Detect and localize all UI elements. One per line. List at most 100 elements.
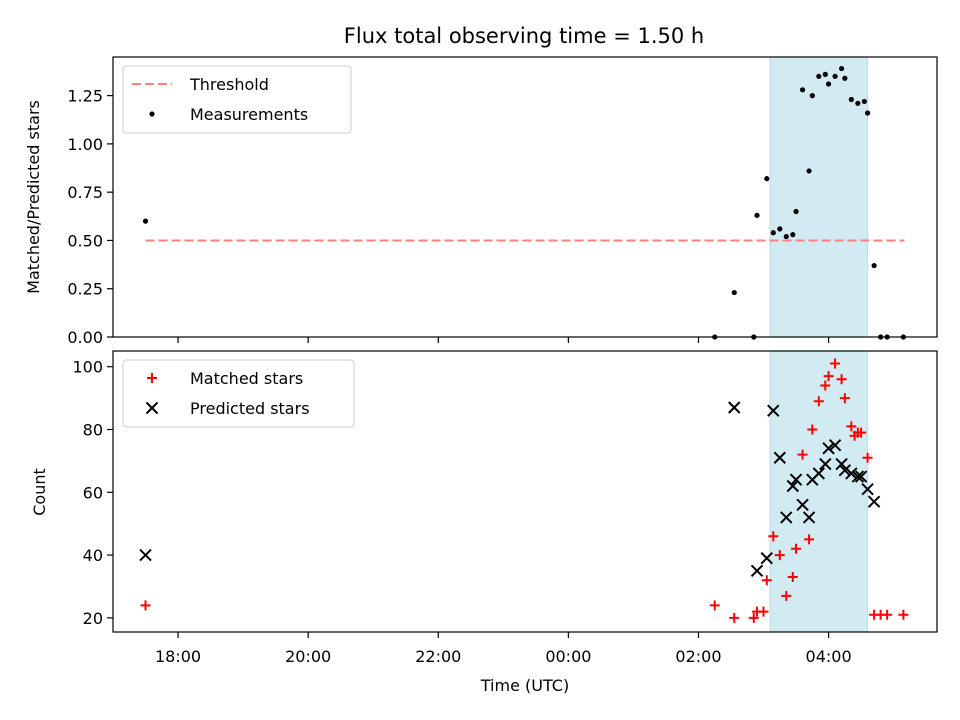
data-point xyxy=(838,464,852,477)
legend-box xyxy=(122,359,355,428)
top-panel: 0.00 0.25 0.50 0.75 1.00 1.25 Matched/Predict… xyxy=(24,56,938,347)
data-point xyxy=(758,606,769,617)
data-point xyxy=(816,73,822,79)
data-point xyxy=(809,93,815,99)
top-axes-frame xyxy=(112,56,938,338)
x-tick-label: 18:00 xyxy=(155,647,201,666)
data-point xyxy=(797,449,808,460)
data-point xyxy=(846,421,857,432)
legend-box xyxy=(122,65,352,134)
data-point xyxy=(823,371,834,382)
y-tick-label: 0.00 xyxy=(67,328,103,347)
bottom-observing-window-shade xyxy=(769,350,869,633)
data-point xyxy=(802,511,816,524)
y-tick-label: 40 xyxy=(83,546,103,565)
y-tick-label: 0.50 xyxy=(67,231,103,250)
data-point xyxy=(773,451,786,464)
x-tick-label: 04:00 xyxy=(806,647,852,666)
data-point xyxy=(856,427,867,438)
data-point xyxy=(142,218,149,224)
data-point xyxy=(828,438,842,452)
data-point xyxy=(842,75,848,81)
data-point xyxy=(780,511,793,524)
y-tick-label: 0.25 xyxy=(67,280,103,299)
data-point xyxy=(783,233,789,240)
data-point xyxy=(760,552,773,565)
data-point xyxy=(836,374,847,385)
legend-label: Matched stars xyxy=(190,369,303,388)
x-tick-label: 22:00 xyxy=(415,647,461,666)
data-point xyxy=(861,482,874,496)
data-point xyxy=(731,289,737,296)
data-point xyxy=(848,96,854,103)
data-point xyxy=(839,393,850,404)
data-point xyxy=(768,531,779,542)
data-point xyxy=(796,498,809,512)
matched-stars-series xyxy=(140,358,909,623)
data-point xyxy=(822,71,828,77)
data-point xyxy=(764,176,770,182)
data-point xyxy=(139,548,152,562)
data-point xyxy=(867,495,881,508)
y-tick-label: 1.00 xyxy=(67,135,103,154)
data-point xyxy=(882,609,893,620)
legend-marker-swatch xyxy=(149,111,155,117)
data-point xyxy=(813,396,824,407)
data-point xyxy=(777,226,783,232)
data-point xyxy=(825,81,832,87)
data-point xyxy=(854,470,868,483)
data-point xyxy=(728,401,741,414)
data-point xyxy=(835,457,848,471)
y-tick-label: 0.75 xyxy=(67,183,103,202)
data-point xyxy=(793,208,799,215)
data-point xyxy=(748,612,759,623)
legend-label: Threshold xyxy=(189,75,269,94)
data-point xyxy=(830,358,841,369)
top-y-axis-label: Matched/Predicted stars xyxy=(24,100,43,294)
data-point xyxy=(862,452,873,463)
data-point xyxy=(789,473,803,486)
chart-title: Flux total observing time = 1.50 h xyxy=(344,24,704,48)
data-point xyxy=(770,230,776,236)
y-tick-label: 20 xyxy=(83,609,103,628)
data-point xyxy=(871,262,877,269)
predicted-stars-series xyxy=(139,401,881,577)
x-tick-label: 20:00 xyxy=(285,647,331,666)
top-x-ticks xyxy=(177,337,830,343)
top-legend: Threshold Measurements xyxy=(122,65,352,134)
data-point xyxy=(709,600,720,611)
bottom-y-axis: 20 40 60 80 100 xyxy=(72,358,113,628)
legend-label: Measurements xyxy=(190,105,308,124)
top-observing-window-shade xyxy=(769,56,869,338)
data-point xyxy=(865,110,871,116)
data-point xyxy=(729,612,740,623)
data-point xyxy=(820,380,831,391)
data-point xyxy=(781,590,792,601)
data-point xyxy=(851,470,865,483)
data-point xyxy=(819,457,832,471)
data-point xyxy=(140,600,151,611)
x-tick-label: 02:00 xyxy=(675,647,721,666)
legend-label: Predicted stars xyxy=(190,399,310,418)
data-point xyxy=(774,550,785,561)
bottom-legend: Matched stars Predicted stars xyxy=(122,359,355,428)
x-axis-label: Time (UTC) xyxy=(480,676,569,695)
top-y-axis: 0.00 0.25 0.50 0.75 1.00 1.25 xyxy=(67,87,113,347)
data-point xyxy=(861,98,867,105)
data-point xyxy=(790,232,796,238)
y-tick-label: 60 xyxy=(83,483,103,502)
data-point xyxy=(822,442,835,455)
bottom-y-axis-label: Count xyxy=(30,468,49,516)
data-point xyxy=(787,572,798,583)
y-tick-label: 1.25 xyxy=(67,87,103,106)
data-point xyxy=(761,575,772,586)
data-point xyxy=(799,87,806,93)
data-point xyxy=(750,564,764,577)
legend-marker-swatch xyxy=(147,373,157,383)
data-point xyxy=(812,467,826,480)
data-point xyxy=(754,212,760,218)
data-point xyxy=(807,424,818,435)
legend-marker-swatch xyxy=(145,401,159,415)
bottom-panel: 20 40 60 80 100 18:00 20:00 22:00 00:00 02:00 04:… xyxy=(30,350,938,695)
